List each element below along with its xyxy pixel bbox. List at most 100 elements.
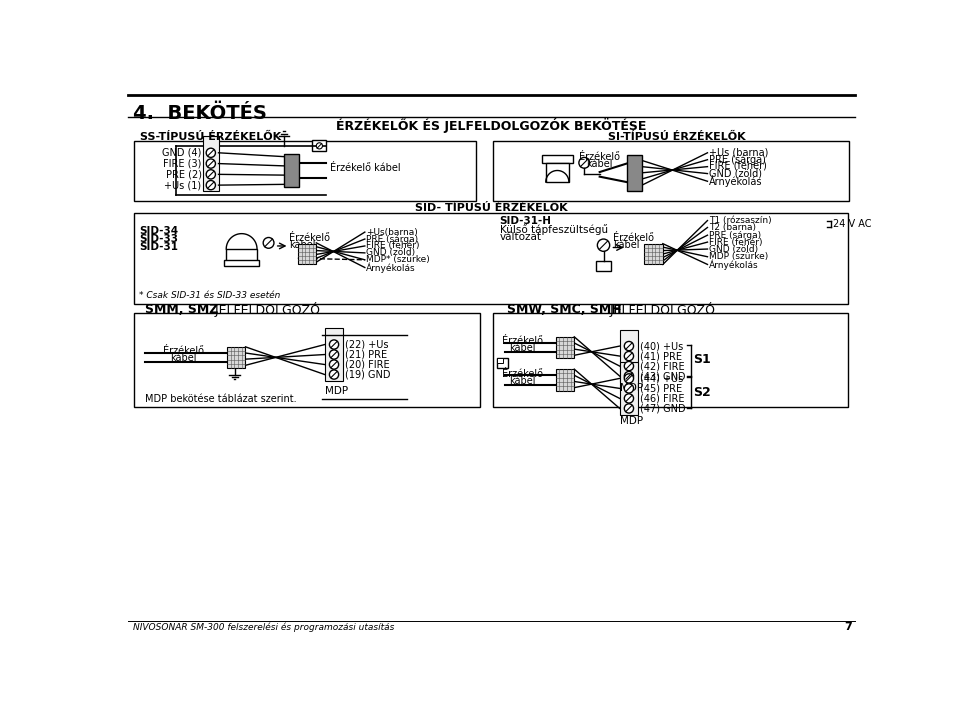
Bar [203, 136, 219, 192]
Text: (22) +Us: (22) +Us [345, 340, 388, 350]
Text: MDP: MDP [620, 383, 643, 393]
Text: (40) +Us: (40) +Us [640, 341, 683, 351]
Text: kábel: kábel [290, 240, 316, 250]
Text: (44) +Us: (44) +Us [640, 373, 683, 383]
Text: kábel: kábel [586, 159, 613, 169]
Text: MDP: MDP [620, 415, 643, 425]
Text: PRE (sárga): PRE (sárga) [709, 154, 766, 165]
Text: PRE (sárga): PRE (sárga) [366, 235, 418, 244]
Text: kábel: kábel [509, 343, 536, 353]
Text: (43) GND: (43) GND [640, 371, 686, 381]
Bar [313, 140, 326, 152]
Circle shape [329, 370, 339, 379]
Text: Érzékelő: Érzékelő [613, 233, 654, 243]
Text: Érzékelő: Érzékelő [163, 347, 204, 357]
Bar [620, 330, 638, 383]
Text: (21) PRE: (21) PRE [345, 350, 386, 360]
Text: kábel: kábel [613, 240, 640, 250]
Text: MDP* (szürke): MDP* (szürke) [366, 255, 431, 265]
Text: NIVOSONAR SM-300 felszerelési és programozási utasítás: NIVOSONAR SM-300 felszerelési és program… [133, 622, 394, 632]
Bar [134, 213, 849, 304]
Circle shape [624, 352, 634, 360]
Text: Külső tápfeszültségű: Külső tápfeszültségű [500, 224, 608, 235]
Text: SI-TÍPUSÚ ÉRZÉKELŐK: SI-TÍPUSÚ ÉRZÉKELŐK [608, 132, 745, 142]
Text: SMW, SMC, SMH: SMW, SMC, SMH [507, 302, 621, 315]
Text: S2: S2 [692, 386, 711, 399]
Text: SID-34: SID-34 [139, 225, 178, 235]
Circle shape [206, 148, 216, 157]
Text: SS-TÍPUSÚ ÉRZÉKELŐK: SS-TÍPUSÚ ÉRZÉKELŐK [140, 132, 281, 142]
Text: Árnyékolás: Árnyékolás [709, 175, 762, 187]
Bar [546, 163, 569, 182]
Text: T1 (rózsaszín): T1 (rózsaszín) [709, 216, 772, 225]
Text: SID-31: SID-31 [139, 242, 178, 252]
Circle shape [263, 237, 274, 248]
Bar [134, 313, 480, 407]
Text: (42) FIRE: (42) FIRE [640, 361, 685, 371]
Text: FIRE (3): FIRE (3) [163, 159, 201, 169]
Text: JELFELDOLGOZÓ: JELFELDOLGOZÓ [211, 302, 319, 317]
Text: kábel: kábel [509, 375, 536, 385]
Text: SMM, SMZ: SMM, SMZ [146, 302, 219, 315]
Bar [298, 245, 316, 265]
Text: MDP (szürke): MDP (szürke) [709, 252, 768, 261]
Text: Érzékelő: Érzékelő [503, 369, 543, 379]
Text: SID-33: SID-33 [139, 234, 178, 244]
Bar [325, 328, 343, 380]
Text: 7: 7 [845, 622, 853, 632]
Text: (46) FIRE: (46) FIRE [640, 393, 684, 403]
Text: Árnyékolás: Árnyékolás [366, 262, 416, 272]
Text: Érzékelő kábel: Érzékelő kábel [330, 163, 401, 173]
Circle shape [206, 180, 216, 189]
Bar [223, 260, 259, 266]
Text: (41) PRE: (41) PRE [640, 351, 682, 361]
Circle shape [624, 394, 634, 403]
Text: * Csak SID-31 és SID-33 esetén: * Csak SID-31 és SID-33 esetén [139, 291, 281, 300]
Text: +Us (1): +Us (1) [164, 180, 201, 190]
Circle shape [624, 362, 634, 370]
Text: PRE (2): PRE (2) [166, 169, 201, 179]
Text: (47) GND: (47) GND [640, 403, 686, 413]
Text: változat: változat [500, 232, 542, 242]
Bar [494, 142, 849, 202]
Text: Érzékelő: Érzékelő [579, 152, 620, 162]
Text: +Us (barna): +Us (barna) [709, 148, 768, 158]
Text: Árnyékolás: Árnyékolás [709, 260, 759, 270]
Text: +Us(barna): +Us(barna) [366, 227, 418, 237]
Text: S1: S1 [692, 353, 711, 366]
Circle shape [624, 372, 634, 380]
Text: PRE (sárga): PRE (sárga) [709, 231, 761, 240]
Text: (19) GND: (19) GND [345, 370, 390, 380]
Circle shape [206, 159, 216, 168]
Text: 4.  BEKÖTÉS: 4. BEKÖTÉS [133, 104, 267, 122]
Text: (45) PRE: (45) PRE [640, 383, 682, 393]
Text: FIRE (fehér): FIRE (fehér) [709, 237, 762, 247]
Circle shape [329, 360, 339, 369]
Circle shape [597, 239, 610, 252]
Text: MDP bekötése táblázat szerint.: MDP bekötése táblázat szerint. [146, 394, 297, 404]
Text: Érzékelő: Érzékelő [503, 337, 543, 347]
Circle shape [624, 342, 634, 350]
Circle shape [329, 350, 339, 359]
Text: Érzékelő: Érzékelő [290, 233, 330, 243]
Bar [626, 155, 642, 190]
Bar [494, 313, 848, 407]
Circle shape [329, 340, 339, 349]
Bar [134, 142, 477, 202]
Bar [556, 337, 574, 358]
Circle shape [579, 157, 590, 168]
Bar [542, 155, 573, 163]
Circle shape [206, 169, 216, 179]
Text: MDP: MDP [325, 387, 348, 397]
Text: SID- TÍPUSÚ ÉRZÉKELŐK: SID- TÍPUSÚ ÉRZÉKELŐK [415, 203, 568, 213]
Bar [644, 245, 663, 265]
Text: SID-31-H: SID-31-H [500, 215, 551, 225]
Text: kábel: kábel [171, 353, 198, 363]
Text: JELFELDOLGOZÓ: JELFELDOLGOZÓ [606, 302, 714, 317]
Text: GND (4): GND (4) [162, 148, 201, 158]
Circle shape [624, 384, 634, 393]
Text: GND (zöld): GND (zöld) [709, 169, 762, 179]
Text: FIRE (fehér): FIRE (fehér) [709, 162, 767, 172]
Text: (20) FIRE: (20) FIRE [345, 360, 389, 370]
Text: ÉRZÉKELŐK ÉS JELFELDOLGOZÓK BEKÖTÉSE: ÉRZÉKELŐK ÉS JELFELDOLGOZÓK BEKÖTÉSE [336, 119, 646, 133]
